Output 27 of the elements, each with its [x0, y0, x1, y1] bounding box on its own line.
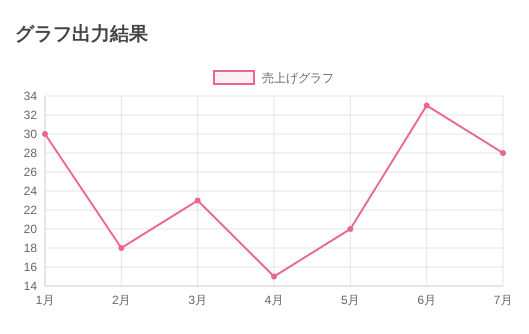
legend-label: 売上げグラフ	[262, 71, 334, 85]
y-tick-label: 30	[24, 127, 38, 141]
y-tick-label: 14	[24, 279, 38, 293]
point	[118, 245, 124, 251]
y-tick-label: 18	[24, 241, 38, 255]
y-tick-label: 24	[24, 184, 38, 198]
x-tick-label: 3月	[188, 293, 208, 307]
point	[42, 131, 48, 137]
y-tick-label: 16	[24, 260, 38, 274]
x-tick-label: 2月	[112, 293, 131, 307]
chart-title: グラフ出力結果	[15, 23, 149, 45]
point	[347, 226, 354, 232]
x-tick-label: 1月	[36, 293, 54, 307]
point	[194, 198, 201, 204]
point	[424, 102, 430, 108]
y-tick-label: 26	[24, 165, 38, 179]
x-tick-label: 6月	[417, 293, 436, 307]
x-tick-label: 4月	[264, 293, 284, 307]
y-tick-label: 34	[24, 89, 38, 103]
x-tick-label: 7月	[494, 293, 512, 307]
y-tick-label: 32	[24, 108, 38, 122]
point	[271, 274, 277, 280]
y-tick-label: 22	[24, 203, 38, 217]
point	[500, 150, 506, 156]
y-tick-label: 20	[24, 222, 38, 236]
y-tick-label: 28	[24, 146, 38, 160]
x-tick-label: 5月	[340, 293, 360, 307]
